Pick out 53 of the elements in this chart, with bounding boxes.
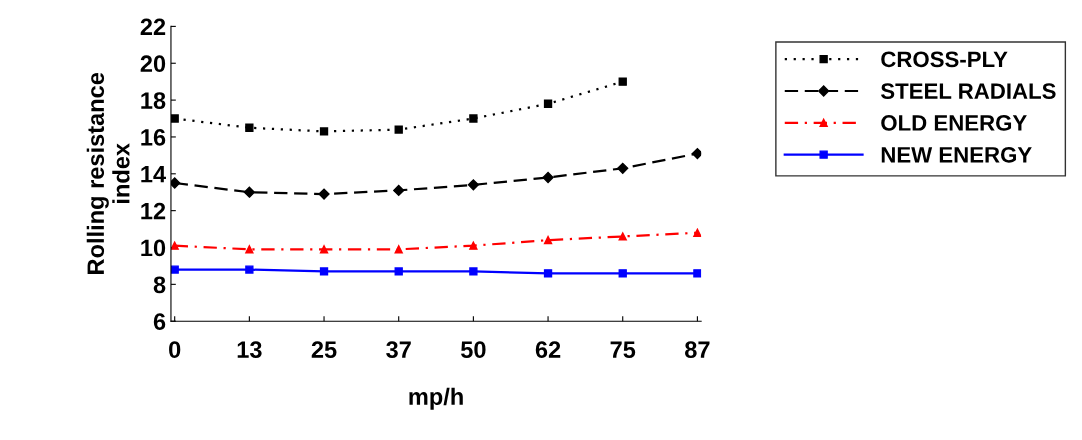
point <box>469 241 478 250</box>
x-tick-label: 25 <box>311 341 337 358</box>
point <box>243 186 255 198</box>
x-tick-label: 50 <box>460 341 486 358</box>
point <box>542 171 554 184</box>
y-tick-label: 10 <box>141 239 166 257</box>
point <box>543 99 553 108</box>
point <box>319 267 329 276</box>
point <box>319 127 329 136</box>
point <box>617 162 629 174</box>
point <box>170 241 179 250</box>
point <box>170 177 181 189</box>
y-axis-title: Rolling resistance index <box>86 72 130 274</box>
point <box>618 269 627 278</box>
point <box>394 125 403 134</box>
point <box>245 265 254 274</box>
point <box>543 269 553 278</box>
legend-label: STEEL RADIALS <box>880 83 1056 99</box>
point <box>469 267 478 276</box>
point <box>394 245 403 254</box>
point <box>691 147 702 160</box>
x-tick-label: 75 <box>610 341 636 358</box>
x-tick-label: 62 <box>535 341 561 358</box>
x-tick-label: 87 <box>685 341 710 358</box>
y-tick-label: 6 <box>153 313 166 330</box>
y-tick-label: 14 <box>141 166 166 183</box>
point <box>170 114 179 123</box>
point <box>618 77 627 86</box>
point <box>618 232 627 241</box>
point <box>245 123 254 132</box>
point <box>693 228 702 237</box>
point <box>170 265 179 274</box>
y-tick-label: 20 <box>140 55 166 73</box>
x-tick-label: 13 <box>237 341 262 359</box>
point <box>394 267 403 276</box>
x-tick-label: 0 <box>169 341 181 358</box>
point <box>543 235 553 245</box>
point <box>245 245 254 254</box>
y-tick-label: 12 <box>141 202 166 220</box>
x-axis-title: mp/h <box>409 387 463 410</box>
point <box>467 179 479 191</box>
legend-label: NEW ENERGY <box>881 146 1032 163</box>
y-tick-label: 8 <box>153 276 166 294</box>
x-tick-label: 37 <box>386 341 411 359</box>
y-tick-label: 16 <box>141 129 166 146</box>
legend-label: CROSS-PLY <box>881 51 1008 68</box>
point <box>319 245 329 254</box>
y-tick-label: 22 <box>140 18 166 35</box>
point <box>393 184 405 196</box>
point <box>469 114 478 123</box>
y-tick-label: 18 <box>141 92 166 109</box>
point <box>693 269 702 278</box>
legend-label: OLD ENERGY <box>881 115 1027 131</box>
